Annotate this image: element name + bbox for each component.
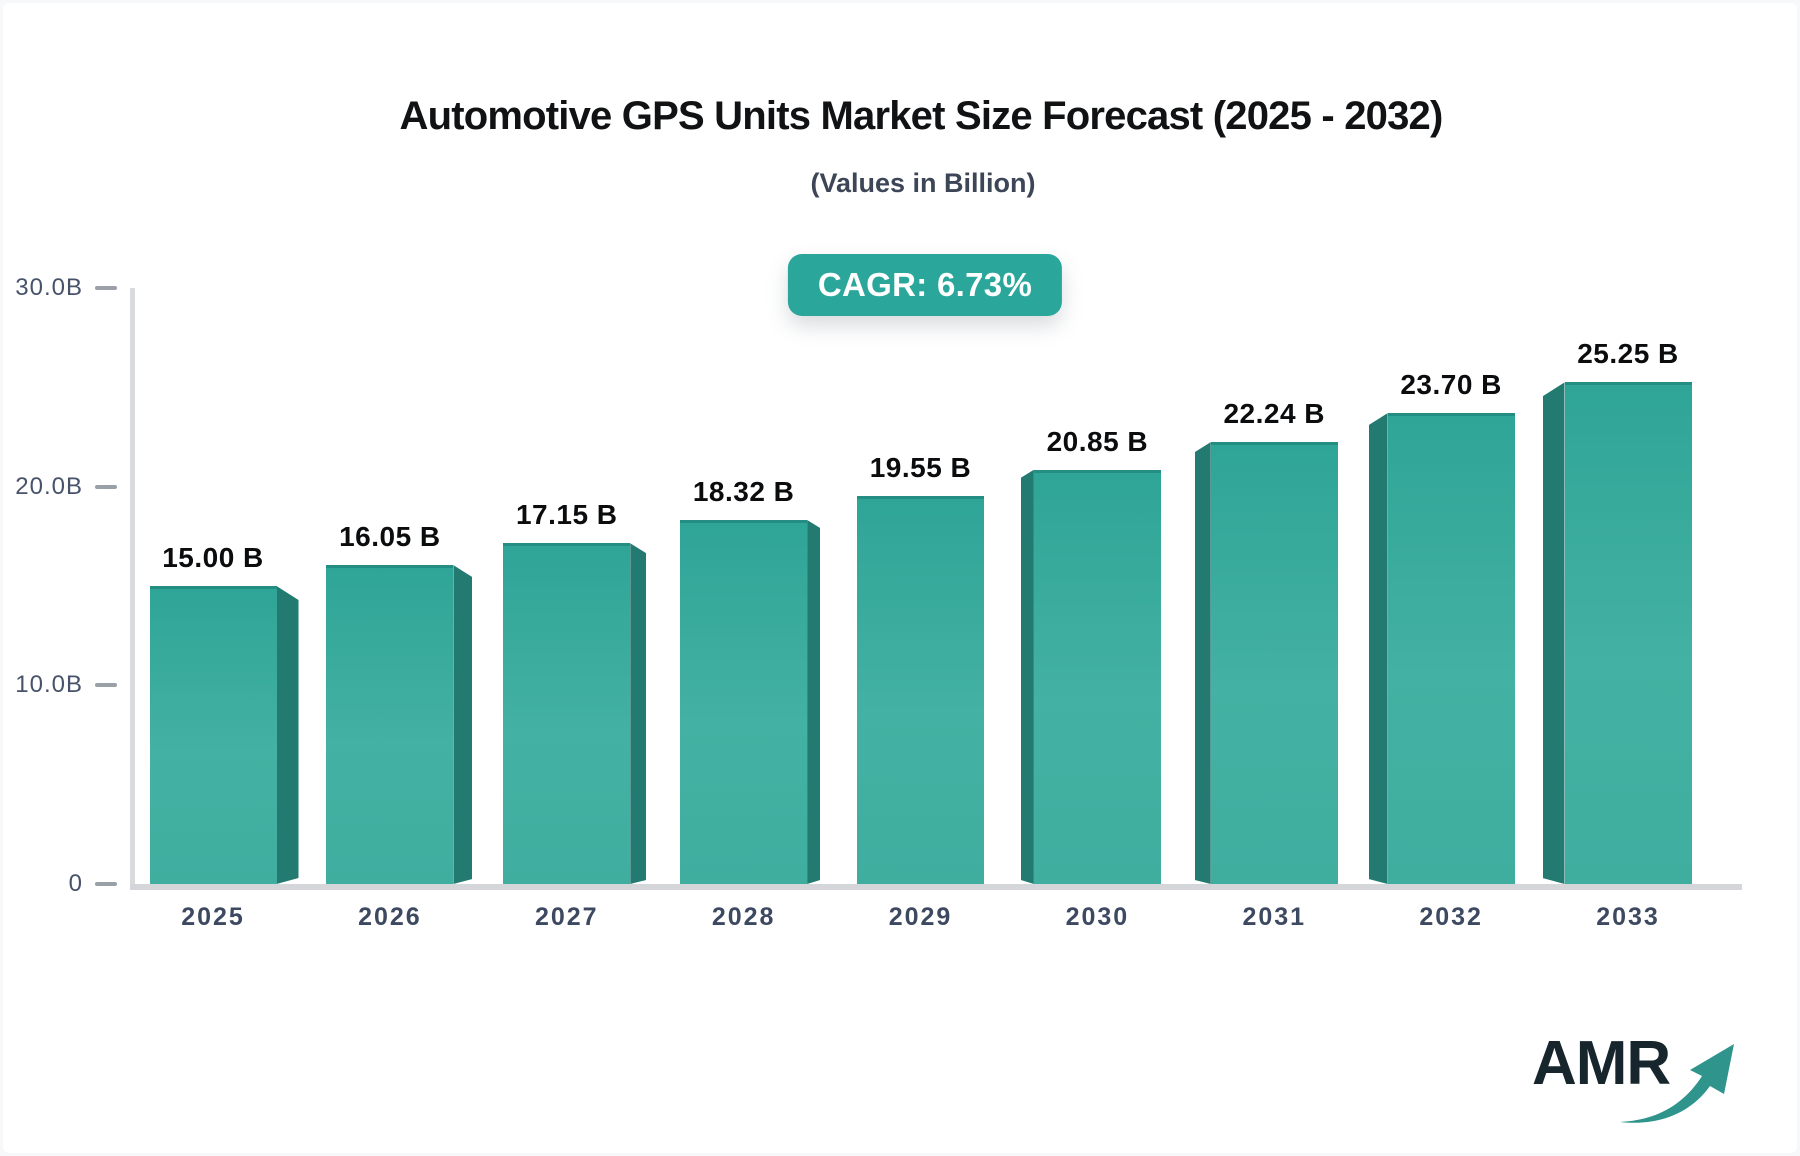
bar-value-label-2033: 25.25 B	[1577, 338, 1679, 370]
brand-logo: AMR	[1532, 1028, 1734, 1128]
brand-logo-text: AMR	[1532, 1029, 1671, 1098]
bar-value-label-2027: 17.15 B	[515, 499, 618, 531]
bar-2033	[1564, 382, 1692, 884]
bar-side-2028	[807, 520, 820, 884]
y-tick-dash	[95, 484, 117, 489]
bar-value-label-2030: 20.85 B	[1046, 425, 1149, 457]
y-tick-label: 20.0B	[15, 472, 83, 500]
x-tick-label-2030: 2030	[1065, 903, 1130, 931]
x-axis-line	[130, 884, 1742, 890]
bar-side-2032	[1369, 413, 1388, 884]
y-tick-label: 0	[68, 870, 83, 897]
bar-value-label-2031: 22.24 B	[1223, 398, 1326, 430]
bar-2025	[149, 586, 277, 884]
bar-side-2026	[453, 565, 472, 884]
bar-value-label-2025: 15.00 B	[162, 542, 264, 573]
bar-value-label-2029: 19.55 B	[869, 451, 972, 483]
y-tick-label: 10.0B	[15, 671, 83, 699]
bar-side-2030	[1021, 470, 1034, 884]
bar-side-2033	[1543, 382, 1565, 884]
bar-2030	[1033, 469, 1161, 884]
bar-2028	[680, 520, 808, 884]
x-tick-label-2029: 2029	[888, 903, 953, 931]
bar-value-label-2026: 16.05 B	[339, 521, 441, 553]
y-tick-dash	[95, 882, 117, 886]
chart-title: Automotive GPS Units Market Size Forecas…	[399, 94, 1443, 138]
bar-side-2025	[277, 586, 299, 884]
y-tick-dash	[95, 683, 117, 688]
bar-value-label-2032: 23.70 B	[1400, 369, 1502, 401]
x-tick-label-2025: 2025	[181, 903, 245, 931]
bar-2026	[326, 565, 454, 884]
bar-side-2027	[630, 543, 646, 884]
bar-2027	[503, 543, 631, 884]
bar-2029	[857, 495, 984, 884]
x-tick-label-2027: 2027	[534, 903, 599, 931]
bar-2031	[1210, 442, 1338, 884]
x-tick-label-2033: 2033	[1596, 903, 1660, 931]
bar-2032	[1387, 413, 1515, 884]
y-tick-dash	[95, 286, 117, 290]
x-tick-label-2026: 2026	[358, 903, 422, 931]
x-tick-label-2031: 2031	[1242, 903, 1307, 931]
bar-value-label-2028: 18.32 B	[692, 476, 795, 508]
x-tick-label-2032: 2032	[1419, 903, 1483, 931]
bar-side-2031	[1195, 442, 1211, 884]
growth-arrow-icon	[1620, 1044, 1734, 1123]
y-axis-line	[130, 288, 135, 884]
chart-subtitle: (Values in Billion)	[810, 168, 1036, 198]
x-tick-label-2028: 2028	[711, 903, 776, 931]
cagr-badge: CAGR: 6.73%	[787, 254, 1063, 316]
y-tick-label: 30.0B	[15, 274, 83, 301]
